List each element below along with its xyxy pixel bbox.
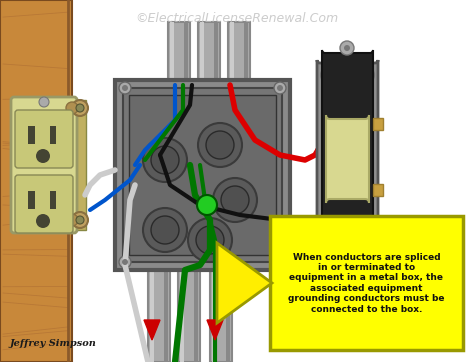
Bar bbox=[50, 126, 56, 144]
FancyBboxPatch shape bbox=[15, 175, 73, 233]
Circle shape bbox=[340, 41, 354, 55]
Bar bbox=[170, 22, 174, 82]
Circle shape bbox=[143, 208, 187, 252]
Circle shape bbox=[321, 66, 339, 84]
Circle shape bbox=[72, 212, 88, 228]
Circle shape bbox=[36, 149, 50, 163]
Bar bbox=[148, 265, 170, 362]
Polygon shape bbox=[144, 320, 160, 340]
Circle shape bbox=[277, 85, 283, 91]
Bar bbox=[226, 265, 230, 362]
Circle shape bbox=[378, 300, 388, 310]
Bar bbox=[28, 126, 35, 144]
Circle shape bbox=[274, 256, 286, 268]
Circle shape bbox=[196, 226, 224, 254]
Circle shape bbox=[151, 216, 179, 244]
FancyBboxPatch shape bbox=[270, 216, 463, 350]
Text: Jeffrey Simpson: Jeffrey Simpson bbox=[10, 339, 97, 348]
Bar bbox=[0, 0, 72, 362]
Bar bbox=[373, 184, 383, 197]
Circle shape bbox=[76, 216, 84, 224]
Circle shape bbox=[119, 256, 131, 268]
Bar bbox=[373, 118, 383, 130]
Bar bbox=[178, 265, 200, 362]
Polygon shape bbox=[217, 243, 272, 323]
Bar bbox=[180, 265, 184, 362]
Bar bbox=[244, 22, 248, 82]
Circle shape bbox=[344, 45, 350, 51]
Bar bbox=[198, 22, 220, 82]
FancyBboxPatch shape bbox=[322, 50, 373, 290]
Bar bbox=[68, 100, 86, 230]
Circle shape bbox=[277, 259, 283, 265]
Circle shape bbox=[39, 97, 49, 107]
Circle shape bbox=[76, 104, 84, 112]
Polygon shape bbox=[207, 320, 223, 340]
Bar bbox=[194, 265, 198, 362]
Circle shape bbox=[340, 285, 354, 299]
Bar bbox=[228, 22, 250, 82]
Bar bbox=[129, 95, 276, 255]
Circle shape bbox=[151, 146, 179, 174]
FancyBboxPatch shape bbox=[11, 97, 77, 233]
Bar bbox=[150, 265, 154, 362]
Circle shape bbox=[36, 214, 50, 228]
Text: When conductors are spliced
in or terminated to
equipment in a metal box, the
as: When conductors are spliced in or termin… bbox=[288, 253, 445, 313]
Bar bbox=[184, 22, 188, 82]
Circle shape bbox=[188, 218, 232, 262]
Bar bbox=[123, 88, 282, 262]
Bar bbox=[164, 265, 168, 362]
Circle shape bbox=[143, 138, 187, 182]
Circle shape bbox=[344, 289, 350, 295]
Bar bbox=[168, 22, 190, 82]
Bar bbox=[115, 80, 290, 270]
Bar bbox=[210, 265, 232, 362]
Circle shape bbox=[119, 82, 131, 94]
Circle shape bbox=[72, 100, 88, 116]
Bar bbox=[50, 191, 56, 209]
Circle shape bbox=[66, 214, 78, 226]
Circle shape bbox=[122, 259, 128, 265]
FancyBboxPatch shape bbox=[15, 110, 73, 168]
Circle shape bbox=[274, 82, 286, 94]
Bar bbox=[28, 191, 35, 209]
Bar bbox=[214, 22, 218, 82]
Circle shape bbox=[66, 102, 78, 114]
Circle shape bbox=[213, 178, 257, 222]
Text: ©ElectricalLicenseRenewal.Com: ©ElectricalLicenseRenewal.Com bbox=[136, 12, 338, 25]
Circle shape bbox=[197, 195, 217, 215]
Bar bbox=[200, 22, 204, 82]
Circle shape bbox=[356, 66, 374, 84]
Circle shape bbox=[122, 85, 128, 91]
Circle shape bbox=[221, 186, 249, 214]
Circle shape bbox=[198, 123, 242, 167]
Bar bbox=[230, 22, 234, 82]
Bar bbox=[212, 265, 216, 362]
FancyBboxPatch shape bbox=[317, 60, 378, 280]
FancyBboxPatch shape bbox=[326, 115, 369, 203]
Circle shape bbox=[206, 131, 234, 159]
